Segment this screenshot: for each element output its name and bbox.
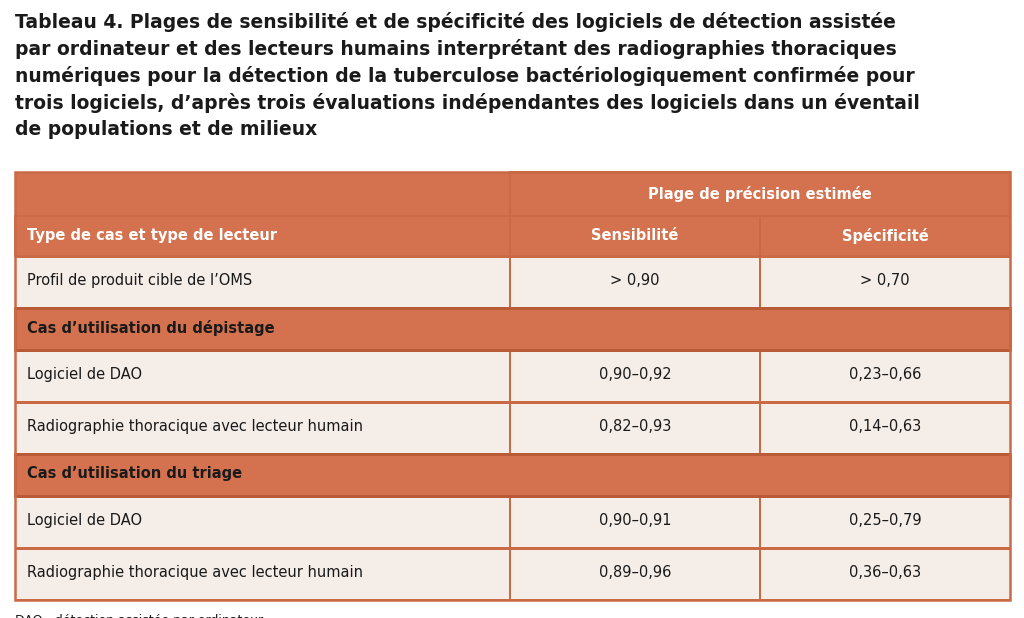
Text: Type de cas et type de lecteur: Type de cas et type de lecteur <box>27 228 278 243</box>
Text: trois logiciels, d’après trois évaluations indépendantes des logiciels dans un é: trois logiciels, d’après trois évaluatio… <box>15 93 920 113</box>
Text: 0,90–0,91: 0,90–0,91 <box>599 513 672 528</box>
Text: 0,14–0,63: 0,14–0,63 <box>849 419 922 434</box>
Text: de populations et de milieux: de populations et de milieux <box>15 120 317 139</box>
Text: Tableau 4. Plages de sensibilité et de spécificité des logiciels de détection as: Tableau 4. Plages de sensibilité et de s… <box>15 12 896 32</box>
Text: Cas d’utilisation du triage: Cas d’utilisation du triage <box>27 466 242 481</box>
Text: Radiographie thoracique avec lecteur humain: Radiographie thoracique avec lecteur hum… <box>27 419 362 434</box>
Text: par ordinateur et des lecteurs humains interprétant des radiographies thoracique: par ordinateur et des lecteurs humains i… <box>15 39 897 59</box>
Text: 0,82–0,93: 0,82–0,93 <box>599 419 671 434</box>
Text: numériques pour la détection de la tuberculose bactériologiquement confirmée pou: numériques pour la détection de la tuber… <box>15 66 914 86</box>
Text: Plage de précision estimée: Plage de précision estimée <box>648 186 871 202</box>
Text: Cas d’utilisation du dépistage: Cas d’utilisation du dépistage <box>27 320 274 336</box>
Text: Sensibilité: Sensibilité <box>591 228 679 243</box>
Text: Profil de produit cible de l’OMS: Profil de produit cible de l’OMS <box>27 273 252 288</box>
Text: DAO : détection assistée par ordinateur.: DAO : détection assistée par ordinateur. <box>15 614 266 618</box>
Text: 0,90–0,92: 0,90–0,92 <box>599 367 672 382</box>
Text: 0,89–0,96: 0,89–0,96 <box>599 565 671 580</box>
Text: Spécificité: Spécificité <box>842 228 929 244</box>
Text: 0,36–0,63: 0,36–0,63 <box>849 565 921 580</box>
Text: 0,23–0,66: 0,23–0,66 <box>849 367 922 382</box>
Text: > 0,90: > 0,90 <box>610 273 659 288</box>
Text: Logiciel de DAO: Logiciel de DAO <box>27 513 142 528</box>
Text: 0,25–0,79: 0,25–0,79 <box>849 513 922 528</box>
Text: > 0,70: > 0,70 <box>860 273 909 288</box>
Text: Logiciel de DAO: Logiciel de DAO <box>27 367 142 382</box>
Text: Radiographie thoracique avec lecteur humain: Radiographie thoracique avec lecteur hum… <box>27 565 362 580</box>
